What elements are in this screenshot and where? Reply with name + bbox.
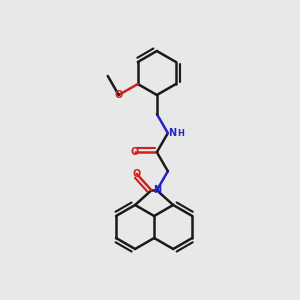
Text: N: N <box>168 128 176 138</box>
Text: H: H <box>177 129 184 138</box>
Text: O: O <box>131 147 139 157</box>
Text: N: N <box>153 185 161 195</box>
Text: O: O <box>133 169 141 179</box>
Text: O: O <box>115 90 123 100</box>
